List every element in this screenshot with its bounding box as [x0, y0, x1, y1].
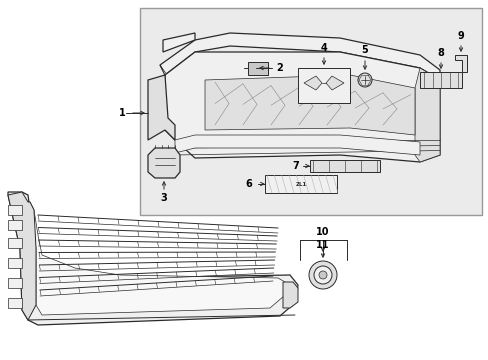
Bar: [8, 258, 22, 268]
Bar: [8, 278, 22, 288]
Text: 10: 10: [316, 227, 329, 237]
Circle shape: [318, 271, 326, 279]
Bar: [8, 298, 22, 308]
Bar: [140, 8, 481, 215]
Text: 7: 7: [292, 161, 299, 171]
Bar: [8, 220, 22, 230]
Text: 1: 1: [119, 108, 125, 118]
Polygon shape: [28, 202, 285, 315]
Text: 3: 3: [160, 193, 167, 203]
Polygon shape: [325, 76, 343, 90]
Polygon shape: [148, 75, 175, 140]
Polygon shape: [204, 75, 414, 135]
Bar: [309, 160, 379, 172]
Circle shape: [357, 73, 371, 87]
Circle shape: [308, 261, 336, 289]
Polygon shape: [283, 282, 297, 308]
Polygon shape: [160, 65, 175, 140]
Bar: [8, 205, 22, 215]
Text: 11: 11: [316, 240, 329, 250]
Text: 5: 5: [361, 45, 367, 55]
Bar: [264, 175, 336, 193]
Polygon shape: [160, 33, 439, 80]
Circle shape: [313, 266, 331, 284]
Bar: [419, 72, 461, 88]
Text: ZL1: ZL1: [295, 181, 306, 186]
Polygon shape: [8, 192, 36, 320]
Bar: [297, 68, 349, 103]
Text: 4: 4: [320, 43, 326, 53]
Bar: [247, 62, 267, 75]
Text: 6: 6: [245, 179, 252, 189]
Polygon shape: [175, 135, 419, 155]
Text: 9: 9: [457, 31, 464, 41]
Polygon shape: [454, 55, 466, 72]
Polygon shape: [163, 33, 195, 52]
Text: 8: 8: [437, 48, 444, 58]
Polygon shape: [164, 52, 439, 162]
Polygon shape: [304, 76, 321, 90]
Polygon shape: [414, 68, 439, 162]
Text: 2: 2: [276, 63, 283, 73]
Polygon shape: [148, 148, 180, 178]
Bar: [8, 238, 22, 248]
Polygon shape: [8, 192, 297, 325]
